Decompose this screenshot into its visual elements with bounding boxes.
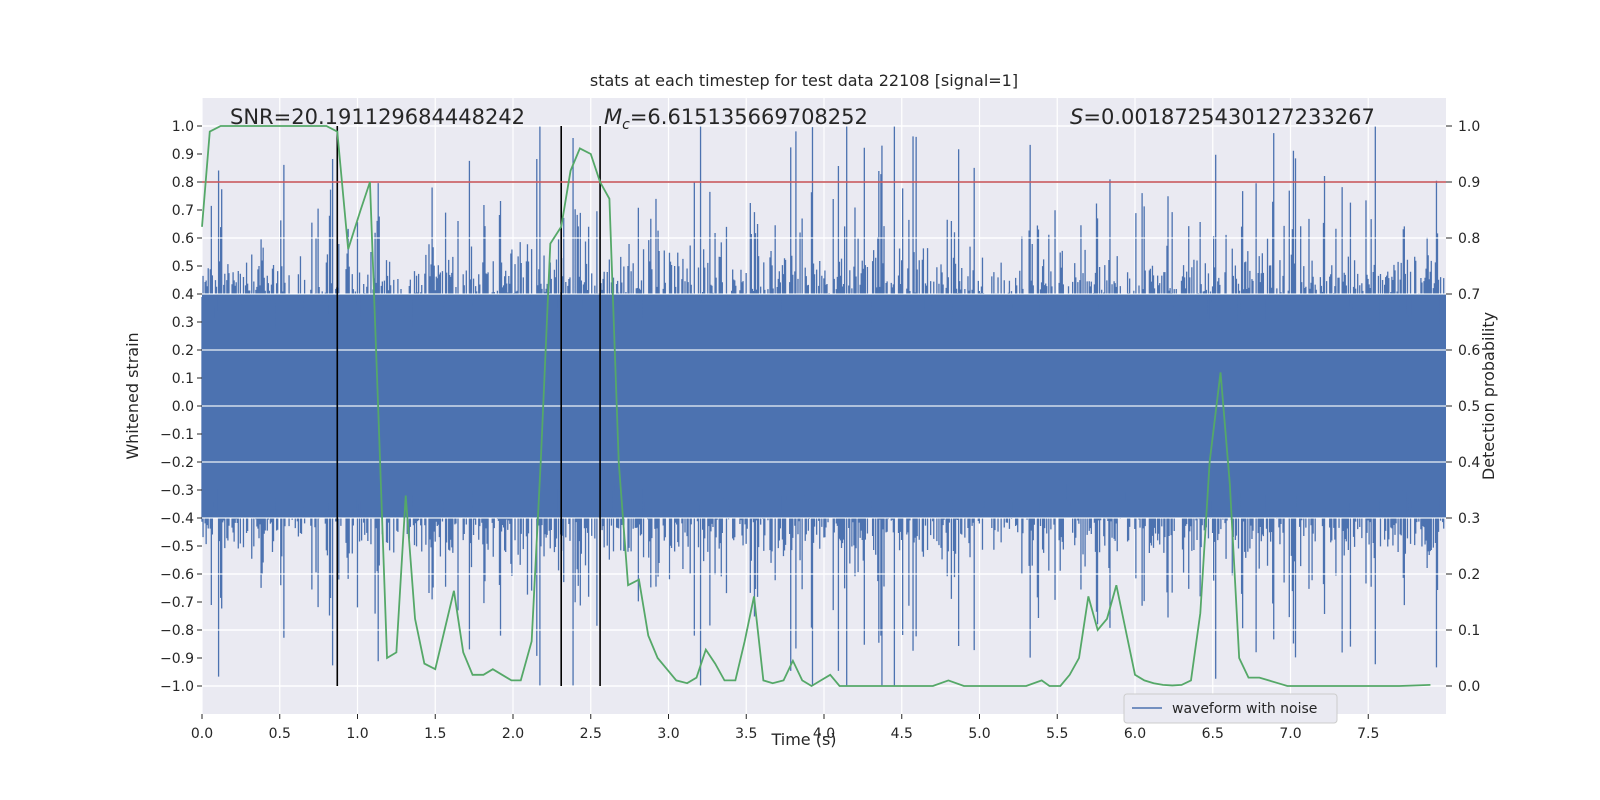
x-tick-label: 2.5 [580,726,602,742]
y2-tick-label: 0.2 [1458,567,1480,583]
y-axis-ticks: 1.0 0.9 0.8 0.7 0.6 0.5 0.4 0.3 0.2 0.1 0.0 −0.1 −0.… [160,119,202,695]
legend: waveform with noise [1123,693,1338,724]
y-tick-label: 0.0 [172,399,194,415]
vertical-markers [336,126,601,686]
y-tick-label: 0.6 [172,231,194,247]
y-tick-label: −0.2 [160,455,194,471]
y2-tick-label: 1.0 [1458,119,1480,135]
x-tick-label: 7.5 [1357,726,1379,742]
y-tick-label: 0.5 [172,259,194,275]
y-tick-label: −0.1 [160,427,194,443]
x-tick-label: 1.5 [424,726,446,742]
y-tick-label: 0.9 [172,147,194,163]
y2-tick-label: 0.6 [1458,343,1480,359]
y-tick-label: −0.5 [160,539,194,555]
x-tick-label: 3.0 [657,726,679,742]
snr-annotation: SNR=20.191129684448242 [230,105,525,129]
y-tick-label: 0.2 [172,343,194,359]
s-value: =0.0018725430127233267 [1083,105,1375,129]
y-tick-label: −0.3 [160,483,194,499]
y-tick-label: −0.8 [160,623,194,639]
x-tick-label: 3.5 [735,726,757,742]
y2-tick-label: 0.1 [1458,623,1480,639]
y2-axis-label: Detection probability [1479,312,1498,480]
chart-title: stats at each timestep for test data 221… [590,71,1018,90]
legend-box [1123,693,1338,724]
y2-tick-label: 0.5 [1458,399,1480,415]
y-tick-label: 1.0 [172,119,194,135]
s-symbol: S [1070,105,1083,129]
y-tick-label: 0.3 [172,315,194,331]
y2-tick-label: 0.0 [1458,679,1480,695]
y2-tick-label: 0.4 [1458,455,1480,471]
x-tick-label: 1.0 [346,726,368,742]
y-tick-label: 0.8 [172,175,194,191]
y2-tick-label: 0.7 [1458,287,1480,303]
x-tick-label: 5.5 [1046,726,1068,742]
legend-label-waveform: waveform with noise [1172,701,1317,717]
chirp-mass-annotation: Mc=6.615135669708252 [604,105,868,133]
x-tick-label: 2.0 [502,726,524,742]
x-tick-label: 5.0 [968,726,990,742]
chirp-mass-symbol: M [604,105,622,129]
probability-series [201,125,1431,688]
y2-tick-label: 0.8 [1458,231,1480,247]
y-tick-label: 0.4 [172,287,194,303]
probability-line [201,125,1431,688]
y2-tick-label: 0.9 [1458,175,1480,191]
x-tick-label: 6.0 [1124,726,1146,742]
x-tick-label: 6.5 [1202,726,1224,742]
y2-axis-ticks: 1.0 0.9 0.8 0.7 0.6 0.5 0.4 0.3 0.2 0.1 0.0 [1446,119,1480,695]
chirp-mass-value: =6.615135669708252 [630,105,868,129]
y-tick-label: −0.4 [160,511,194,527]
y2-tick-label: 0.3 [1458,511,1480,527]
y-tick-label: −1.0 [160,679,194,695]
x-axis-ticks: 0.0 0.5 1.0 1.5 2.0 2.5 3.0 3.5 4.0 4.5 5.0 5.5 6.0 6… [191,714,1379,742]
s-annotation: S=0.0018725430127233267 [1070,105,1375,129]
y-tick-label: −0.7 [160,595,194,611]
chirp-mass-subscript: c [622,117,630,133]
y-tick-label: −0.9 [160,651,194,667]
x-axis-label: Time (s) [770,730,836,749]
x-tick-label: 7.0 [1279,726,1301,742]
x-tick-label: 4.5 [891,726,913,742]
y-axis-label: Whitened strain [123,332,142,459]
y-tick-label: 0.7 [172,203,194,219]
x-tick-label: 0.0 [191,726,213,742]
x-tick-label: 4.0 [813,726,835,742]
y-tick-label: −0.6 [160,567,194,583]
x-tick-label: 0.5 [269,726,291,742]
y-tick-label: 0.1 [172,371,194,387]
